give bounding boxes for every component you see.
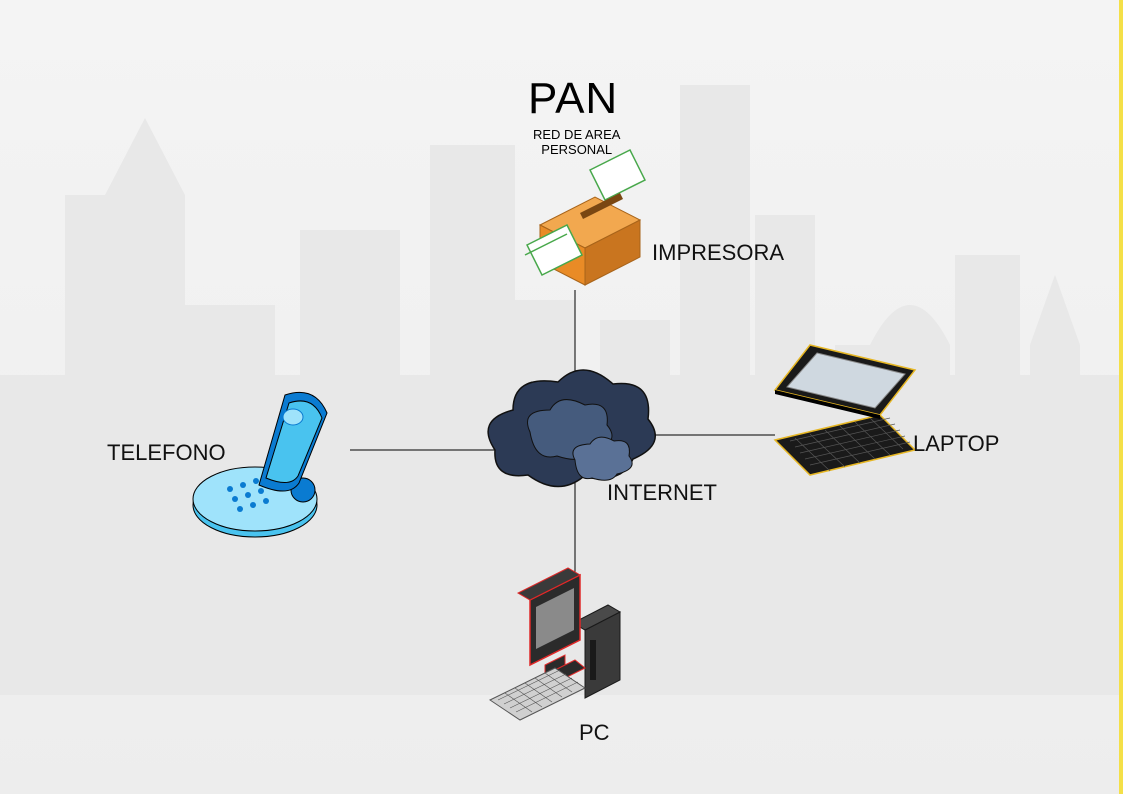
pc-icon [0,0,1123,794]
diagram-stage: PAN RED DE AREA PERSONAL IMPRESORA [0,0,1123,794]
pc-label: PC [579,720,610,746]
